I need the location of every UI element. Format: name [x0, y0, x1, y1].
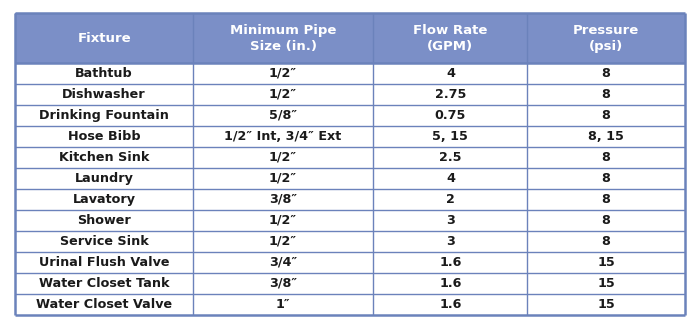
- Text: Minimum Pipe
Size (in.): Minimum Pipe Size (in.): [230, 24, 336, 52]
- Text: 3/8″: 3/8″: [269, 277, 297, 290]
- Text: 1/2″: 1/2″: [269, 88, 297, 101]
- Text: 4: 4: [446, 172, 455, 185]
- Text: 1/2″: 1/2″: [269, 172, 297, 185]
- Text: 8: 8: [601, 67, 610, 80]
- Text: Laundry: Laundry: [75, 172, 134, 185]
- Text: 1.6: 1.6: [439, 277, 461, 290]
- Text: 3: 3: [446, 235, 455, 248]
- Text: Pressure
(psi): Pressure (psi): [573, 24, 639, 52]
- Text: 2.75: 2.75: [435, 88, 466, 101]
- Text: 1.6: 1.6: [439, 256, 461, 269]
- Text: 8: 8: [601, 172, 610, 185]
- Text: 2.5: 2.5: [439, 151, 461, 164]
- Text: 0.75: 0.75: [435, 109, 466, 122]
- Text: 1″: 1″: [276, 298, 290, 311]
- Text: Service Sink: Service Sink: [60, 235, 148, 248]
- Text: 2: 2: [446, 193, 455, 206]
- Text: Bathtub: Bathtub: [75, 67, 133, 80]
- Text: 1.6: 1.6: [439, 298, 461, 311]
- Text: 3: 3: [446, 214, 455, 227]
- Text: 4: 4: [446, 67, 455, 80]
- Text: Water Closet Valve: Water Closet Valve: [36, 298, 172, 311]
- Text: 15: 15: [597, 277, 615, 290]
- Text: 1/2″: 1/2″: [269, 151, 297, 164]
- Text: 8: 8: [601, 214, 610, 227]
- Text: Water Closet Tank: Water Closet Tank: [38, 277, 169, 290]
- Text: Fixture: Fixture: [77, 31, 131, 45]
- Text: Kitchen Sink: Kitchen Sink: [59, 151, 149, 164]
- Text: 8: 8: [601, 193, 610, 206]
- Text: Lavatory: Lavatory: [73, 193, 136, 206]
- Text: Drinking Fountain: Drinking Fountain: [39, 109, 169, 122]
- Text: 1/2″: 1/2″: [269, 67, 297, 80]
- Text: 8: 8: [601, 235, 610, 248]
- Text: Dishwasher: Dishwasher: [62, 88, 146, 101]
- Text: 3/4″: 3/4″: [269, 256, 298, 269]
- Text: 5, 15: 5, 15: [433, 130, 468, 143]
- Text: 1/2″ Int, 3/4″ Ext: 1/2″ Int, 3/4″ Ext: [225, 130, 342, 143]
- Text: 1/2″: 1/2″: [269, 235, 297, 248]
- Text: Hose Bibb: Hose Bibb: [68, 130, 141, 143]
- Text: 15: 15: [597, 256, 615, 269]
- Text: 8: 8: [601, 109, 610, 122]
- Text: 8: 8: [601, 151, 610, 164]
- Text: 8, 15: 8, 15: [588, 130, 624, 143]
- Text: Urinal Flush Valve: Urinal Flush Valve: [38, 256, 169, 269]
- Bar: [15, 13, 685, 63]
- Text: 3/8″: 3/8″: [269, 193, 297, 206]
- Text: Shower: Shower: [77, 214, 131, 227]
- Text: 8: 8: [601, 88, 610, 101]
- Text: 1/2″: 1/2″: [269, 214, 297, 227]
- Text: 15: 15: [597, 298, 615, 311]
- Text: 5/8″: 5/8″: [269, 109, 297, 122]
- Text: Flow Rate
(GPM): Flow Rate (GPM): [413, 24, 488, 52]
